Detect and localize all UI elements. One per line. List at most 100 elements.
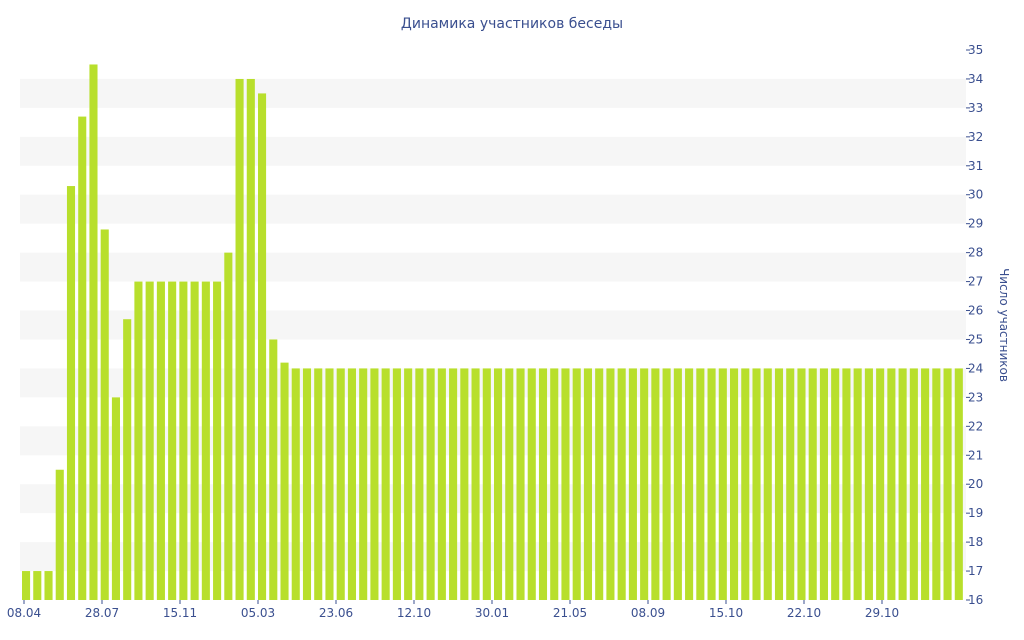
bar bbox=[426, 368, 435, 600]
bar bbox=[797, 368, 806, 600]
bar bbox=[302, 368, 312, 600]
bar bbox=[943, 368, 952, 600]
bar bbox=[628, 368, 637, 600]
grid-band bbox=[20, 484, 966, 514]
bars bbox=[22, 64, 963, 601]
bar bbox=[876, 368, 885, 600]
bar bbox=[853, 368, 862, 600]
y-tick-label: 21 bbox=[968, 448, 983, 462]
y-tick-label: 16 bbox=[968, 593, 983, 607]
chart-title: Динамика участников беседы bbox=[401, 16, 623, 32]
bar bbox=[527, 368, 536, 600]
bar bbox=[291, 368, 300, 600]
x-tick-label: 15.11 bbox=[163, 606, 197, 620]
grid-band bbox=[20, 368, 966, 398]
x-tick-label: 28.07 bbox=[85, 606, 119, 620]
grid-band bbox=[20, 542, 966, 572]
y-tick-label: 27 bbox=[968, 275, 983, 289]
bar bbox=[190, 281, 199, 600]
x-tick-label: 22.10 bbox=[787, 606, 821, 620]
bar bbox=[651, 368, 660, 600]
bar bbox=[707, 368, 716, 600]
bar bbox=[280, 362, 289, 600]
bar bbox=[201, 281, 210, 600]
bar bbox=[595, 368, 604, 600]
bar bbox=[33, 571, 42, 600]
y-axis-label: Число участников bbox=[997, 268, 1011, 382]
bar bbox=[449, 368, 458, 600]
x-tick-label: 29.10 bbox=[865, 606, 899, 620]
grid-band bbox=[20, 136, 966, 166]
bar bbox=[381, 368, 390, 600]
y-tick-label: 28 bbox=[968, 246, 983, 260]
bar bbox=[168, 281, 177, 600]
y-tick-label: 29 bbox=[968, 217, 983, 231]
bar bbox=[819, 368, 828, 600]
bar bbox=[887, 368, 896, 600]
bar bbox=[561, 368, 570, 600]
bar bbox=[179, 281, 188, 600]
bar bbox=[505, 368, 514, 600]
bar bbox=[224, 252, 233, 600]
bar bbox=[437, 368, 446, 600]
bar bbox=[954, 368, 963, 600]
y-tick-label: 34 bbox=[968, 72, 983, 86]
bar bbox=[336, 368, 345, 600]
bar bbox=[404, 368, 413, 600]
bar bbox=[123, 319, 132, 600]
bar bbox=[78, 116, 87, 600]
bar bbox=[246, 78, 255, 600]
bar bbox=[763, 368, 772, 600]
y-tick-label: 23 bbox=[968, 390, 983, 404]
bar bbox=[494, 368, 503, 600]
grid-bands bbox=[20, 78, 966, 572]
bar bbox=[696, 368, 705, 600]
y-tick-label: 19 bbox=[968, 506, 983, 520]
bar bbox=[640, 368, 649, 600]
bar bbox=[145, 281, 154, 600]
y-axis-ticks: 16 17 18 19 20 21 22 23 24 25 26 27 28 29 30 31 32 33 34 35 bbox=[966, 43, 983, 607]
bar bbox=[258, 93, 267, 601]
bar bbox=[460, 368, 469, 600]
bar bbox=[550, 368, 559, 600]
bar bbox=[100, 229, 109, 600]
bar bbox=[786, 368, 795, 600]
bar bbox=[111, 397, 120, 600]
bar bbox=[909, 368, 918, 600]
bar bbox=[898, 368, 907, 600]
bar bbox=[606, 368, 615, 600]
x-tick-label: 15.10 bbox=[709, 606, 743, 620]
bar bbox=[617, 368, 626, 600]
bar bbox=[685, 368, 694, 600]
bar bbox=[842, 368, 851, 600]
bar bbox=[392, 368, 401, 600]
bar bbox=[55, 469, 64, 600]
bar bbox=[516, 368, 525, 600]
y-tick-label: 26 bbox=[968, 304, 983, 318]
y-tick-label: 31 bbox=[968, 159, 983, 173]
x-tick-label: 30.01 bbox=[475, 606, 509, 620]
bar bbox=[235, 78, 244, 600]
bar bbox=[471, 368, 480, 600]
bar bbox=[921, 368, 930, 600]
y-tick-label: 24 bbox=[968, 361, 983, 375]
bar bbox=[347, 368, 356, 600]
y-tick-label: 17 bbox=[968, 564, 983, 578]
y-tick-label: 30 bbox=[968, 188, 983, 202]
y-tick-label: 32 bbox=[968, 130, 983, 144]
bar bbox=[89, 64, 98, 601]
grid-band bbox=[20, 310, 966, 340]
y-tick-label: 20 bbox=[968, 477, 983, 491]
grid-band bbox=[20, 194, 966, 224]
bar bbox=[66, 186, 76, 601]
bar bbox=[730, 368, 739, 600]
grid-band bbox=[20, 78, 966, 108]
bar bbox=[752, 368, 761, 600]
bar bbox=[370, 368, 379, 600]
x-tick-label: 12.10 bbox=[397, 606, 431, 620]
bar bbox=[932, 368, 941, 600]
bar bbox=[662, 368, 671, 600]
x-tick-label: 05.03 bbox=[241, 606, 275, 620]
